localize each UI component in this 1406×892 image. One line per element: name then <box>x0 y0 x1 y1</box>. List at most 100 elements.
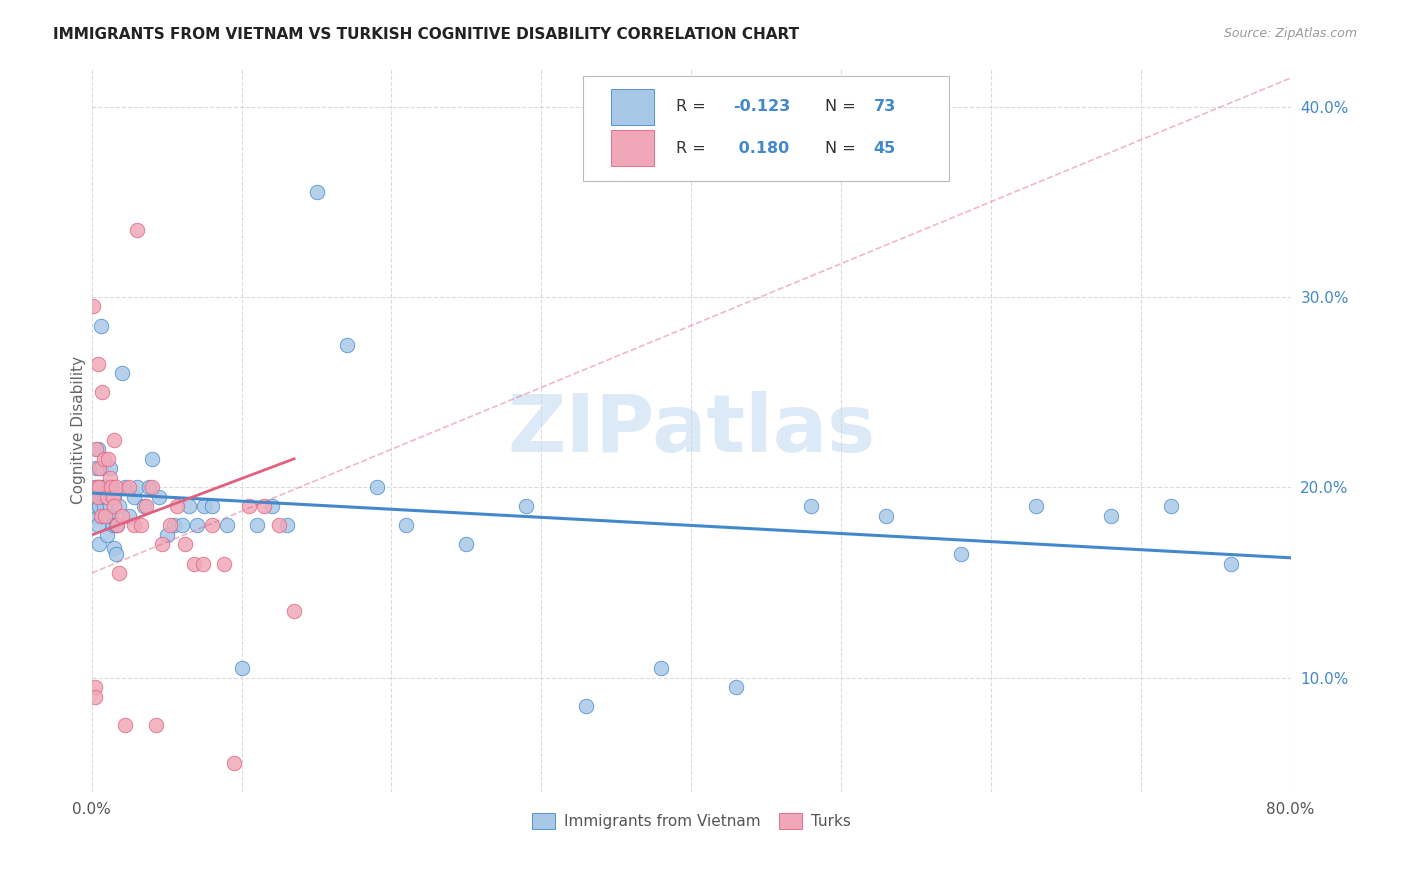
Point <box>96 490 118 504</box>
Text: R =: R = <box>676 141 710 155</box>
Point <box>87 442 110 457</box>
Text: N =: N = <box>825 99 862 114</box>
Point <box>101 490 124 504</box>
Point <box>1219 557 1241 571</box>
Point <box>269 518 291 533</box>
Point <box>201 518 224 533</box>
Point <box>83 690 105 704</box>
Point <box>100 480 122 494</box>
Point <box>89 480 111 494</box>
Point <box>111 366 134 380</box>
Point <box>93 451 115 466</box>
Point <box>84 500 107 514</box>
Point <box>98 500 121 514</box>
Point <box>135 500 157 514</box>
Point <box>90 490 112 504</box>
Point <box>122 518 145 533</box>
Point <box>456 537 478 551</box>
Point <box>114 480 136 494</box>
Point <box>179 500 201 514</box>
Point <box>125 223 148 237</box>
Point <box>246 518 269 533</box>
Point <box>89 461 111 475</box>
Point <box>215 518 238 533</box>
Point <box>87 480 110 494</box>
Text: 45: 45 <box>873 141 896 155</box>
Point <box>141 451 163 466</box>
Text: N =: N = <box>825 141 862 155</box>
Text: R =: R = <box>676 99 710 114</box>
FancyBboxPatch shape <box>583 76 949 181</box>
Point <box>96 490 118 504</box>
Point <box>97 508 120 523</box>
Point <box>87 518 110 533</box>
Point <box>650 661 672 675</box>
Point <box>84 490 107 504</box>
Point <box>103 490 125 504</box>
Point <box>98 461 121 475</box>
Point <box>118 480 141 494</box>
Point <box>305 186 328 200</box>
Point <box>212 557 235 571</box>
Point <box>141 480 163 494</box>
Text: ZIPatlas: ZIPatlas <box>508 392 876 469</box>
Point <box>83 508 105 523</box>
Point <box>129 518 152 533</box>
Point <box>103 433 125 447</box>
Point <box>107 566 129 580</box>
Point <box>91 508 114 523</box>
Point <box>800 500 823 514</box>
Point <box>97 480 120 494</box>
Point <box>105 518 128 533</box>
Point <box>134 500 156 514</box>
Bar <box>610 89 654 125</box>
Point <box>224 756 246 771</box>
Point <box>875 508 897 523</box>
Point <box>163 518 186 533</box>
Point <box>94 508 117 523</box>
Point <box>96 528 118 542</box>
Point <box>100 480 122 494</box>
Point <box>276 518 298 533</box>
Point <box>395 518 418 533</box>
Point <box>94 480 117 494</box>
Point <box>166 500 188 514</box>
Point <box>575 699 598 714</box>
Point <box>105 518 128 533</box>
Point <box>89 500 111 514</box>
Y-axis label: Cognitive Disability: Cognitive Disability <box>72 356 86 504</box>
Point <box>949 547 972 561</box>
Point <box>107 500 129 514</box>
Point <box>111 508 134 523</box>
Point <box>238 500 260 514</box>
Text: -0.123: -0.123 <box>733 99 790 114</box>
Point <box>138 480 160 494</box>
Point <box>91 480 114 494</box>
Point <box>98 471 121 485</box>
Point <box>186 518 208 533</box>
Point <box>104 518 127 533</box>
Text: 0.180: 0.180 <box>733 141 789 155</box>
Point <box>103 500 125 514</box>
Point <box>101 518 124 533</box>
Point <box>725 680 748 694</box>
Point <box>82 490 104 504</box>
Point <box>1160 500 1182 514</box>
Point <box>183 557 205 571</box>
Point <box>84 461 107 475</box>
Point <box>173 537 195 551</box>
Point <box>148 490 170 504</box>
Point <box>231 661 253 675</box>
Bar <box>610 130 654 166</box>
Point <box>93 490 115 504</box>
Point <box>97 451 120 466</box>
Point <box>1025 500 1047 514</box>
Point <box>170 518 193 533</box>
Point <box>89 537 111 551</box>
Point <box>104 547 127 561</box>
Point <box>260 500 283 514</box>
Point <box>366 480 388 494</box>
Text: IMMIGRANTS FROM VIETNAM VS TURKISH COGNITIVE DISABILITY CORRELATION CHART: IMMIGRANTS FROM VIETNAM VS TURKISH COGNI… <box>53 27 800 42</box>
Point <box>191 557 214 571</box>
Point <box>83 680 105 694</box>
